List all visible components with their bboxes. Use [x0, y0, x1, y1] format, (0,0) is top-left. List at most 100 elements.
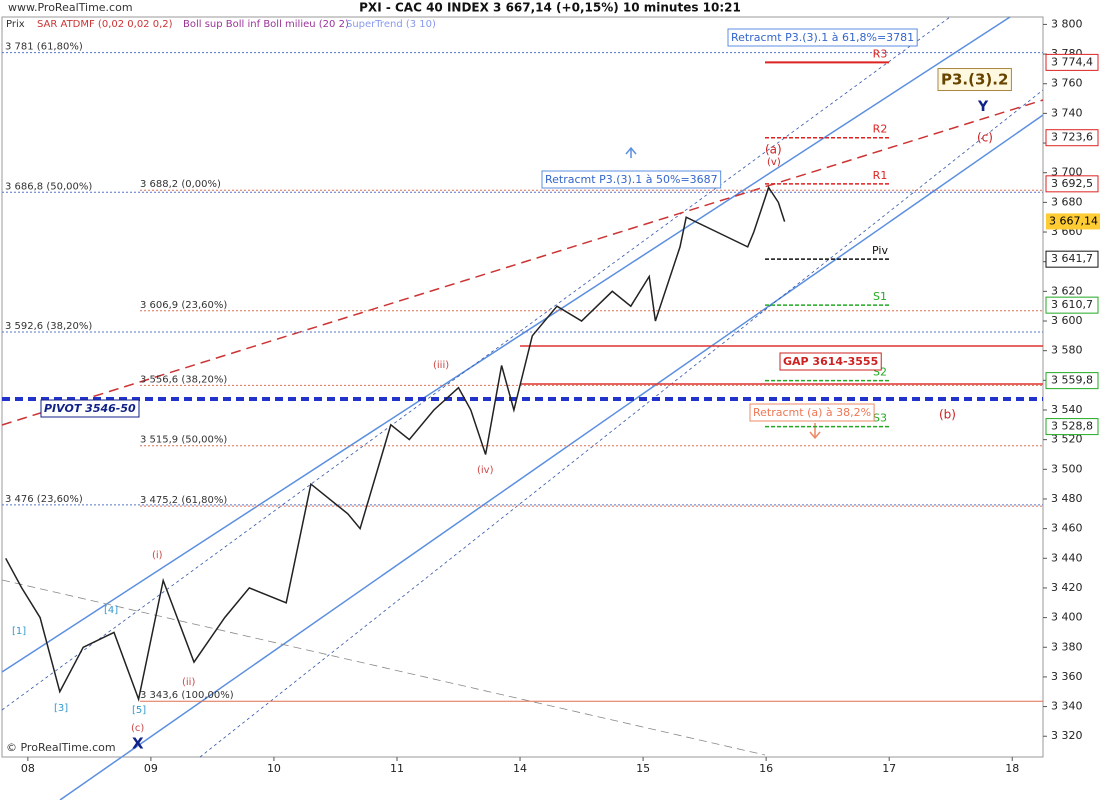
y-tick-label: 3 800 — [1051, 17, 1083, 30]
price-line — [5, 185, 786, 702]
price-tag — [1045, 372, 1099, 390]
trend-line — [1, 99, 1044, 426]
annotation-box — [541, 170, 722, 189]
y-tick-label: 3 380 — [1051, 640, 1083, 653]
annotation-box — [779, 352, 882, 371]
price-tag-label: 3 692,5 — [1051, 177, 1093, 190]
y-tick-label: 3 440 — [1051, 551, 1083, 564]
annotation: (i) — [152, 550, 163, 561]
y-tick-label: 3 620 — [1051, 284, 1083, 297]
channel-inner — [1, 16, 951, 711]
price-tag — [1045, 53, 1099, 71]
annotation-box — [40, 399, 140, 418]
y-tick-label: 3 420 — [1051, 581, 1083, 594]
pivot-name: Piv — [872, 244, 888, 257]
annotation: (iii) — [433, 360, 449, 371]
fib-label: 3 781 (61,80%) — [5, 42, 83, 53]
chart-title: PXI - CAC 40 INDEX 3 667,14 (+0,15%) 10 … — [359, 1, 741, 15]
annotation: [5] — [132, 705, 146, 716]
x-tick-label: 10 — [267, 762, 281, 775]
annotation: [3] — [54, 703, 68, 714]
y-tick-label: 3 540 — [1051, 403, 1083, 416]
x-tick-label: 08 — [21, 762, 35, 775]
price-tag-label: 3 774,4 — [1051, 55, 1093, 68]
x-tick-label: 17 — [882, 762, 896, 775]
site: www.ProRealTime.com — [8, 1, 133, 14]
annotation: X — [132, 735, 144, 753]
legend-entry: SAR ATDMF (0,02 0,02 0,2) — [37, 19, 173, 30]
pivot-name: S1 — [873, 290, 887, 303]
last-price-tag — [1046, 213, 1100, 230]
pivot-name: S3 — [873, 412, 887, 425]
y-tick-label: 3 740 — [1051, 106, 1083, 119]
copyright: © ProRealTime.com — [6, 741, 116, 754]
y-tick-label: 3 320 — [1051, 729, 1083, 742]
last-price-label: 3 667,14 — [1049, 214, 1098, 227]
price-tag — [1045, 129, 1099, 147]
annotation: Retracmt P3.(3).1 à 50%=3687 — [545, 173, 718, 186]
price-tag — [1045, 250, 1099, 268]
fib-label: 3 688,2 (0,00%) — [140, 179, 221, 190]
fib-label: 3 686,8 (50,00%) — [5, 181, 92, 192]
annotation: (ii) — [182, 677, 195, 688]
y-tick-label: 3 760 — [1051, 77, 1083, 90]
annotation: (b) — [939, 408, 956, 422]
pivot-name: R2 — [873, 123, 888, 136]
plot-frame — [1, 16, 1044, 758]
annotation: (c) — [131, 723, 144, 734]
price-tag — [1045, 418, 1099, 436]
price-tag-label: 3 559,8 — [1051, 374, 1093, 387]
y-tick-label: 3 580 — [1051, 344, 1083, 357]
y-tick-label: 3 460 — [1051, 522, 1083, 535]
annotation: PIVOT 3546-50 — [44, 402, 136, 415]
fib-label: 3 556,6 (38,20%) — [140, 374, 227, 385]
annotation: (c) — [977, 131, 993, 145]
annotation-box — [749, 403, 875, 422]
fib-label: 3 343,6 (100,00%) — [140, 690, 234, 701]
annotation: [1] — [12, 626, 26, 637]
y-tick-label: 3 340 — [1051, 700, 1083, 713]
annotation-box — [727, 28, 918, 47]
trend-line — [1, 579, 766, 756]
y-tick-label: 3 600 — [1051, 314, 1083, 327]
price-tag — [1045, 175, 1099, 193]
arrow-down — [809, 423, 821, 440]
legend-entry: Boll sup Boll inf Boll milieu (20 2) — [183, 19, 349, 30]
x-tick-label: 18 — [1005, 762, 1019, 775]
x-tick-label: 16 — [759, 762, 773, 775]
annotation: (iv) — [477, 465, 494, 476]
y-tick-label: 3 360 — [1051, 670, 1083, 683]
channel-lines — [1, 16, 1044, 800]
channel-inner — [199, 89, 1044, 758]
channel-bottom — [59, 114, 1044, 800]
x-tick-label: 11 — [390, 762, 404, 775]
annotation: [4] — [104, 605, 118, 616]
fib-label: 3 475,2 (61,80%) — [140, 495, 227, 506]
annotation: Retracmt P3.(3).1 à 61,8%=3781 — [731, 31, 914, 44]
annotation: Y — [977, 99, 989, 115]
annotation: (v) — [767, 157, 781, 168]
x-tick-label: 15 — [636, 762, 650, 775]
annotation: (a) — [765, 143, 782, 157]
price-tag-label: 3 528,8 — [1051, 420, 1093, 433]
x-tick-label: 14 — [513, 762, 527, 775]
fib-label: 3 592,6 (38,20%) — [5, 321, 92, 332]
fib-label: 3 606,9 (23,60%) — [140, 300, 227, 311]
y-tick-label: 3 480 — [1051, 492, 1083, 505]
price-tag-label: 3 641,7 — [1051, 252, 1093, 265]
fib-label: 3 476 (23,60%) — [5, 494, 83, 505]
pivot-name: R3 — [873, 47, 888, 60]
pivot-name: R1 — [873, 169, 888, 182]
annotation-box — [937, 68, 1012, 91]
y-tick-label: 3 680 — [1051, 195, 1083, 208]
legend-entry: Prix — [6, 19, 25, 30]
fib-label: 3 515,9 (50,00%) — [140, 435, 227, 446]
price-tag-label: 3 610,7 — [1051, 298, 1093, 311]
annotation: GAP 3614-3555 — [783, 355, 878, 368]
price-tag — [1045, 296, 1099, 314]
y-tick-label: 3 400 — [1051, 611, 1083, 624]
y-tick-label: 3 520 — [1051, 433, 1083, 446]
channel-top — [1, 16, 1011, 673]
price-tag-label: 3 723,6 — [1051, 131, 1093, 144]
